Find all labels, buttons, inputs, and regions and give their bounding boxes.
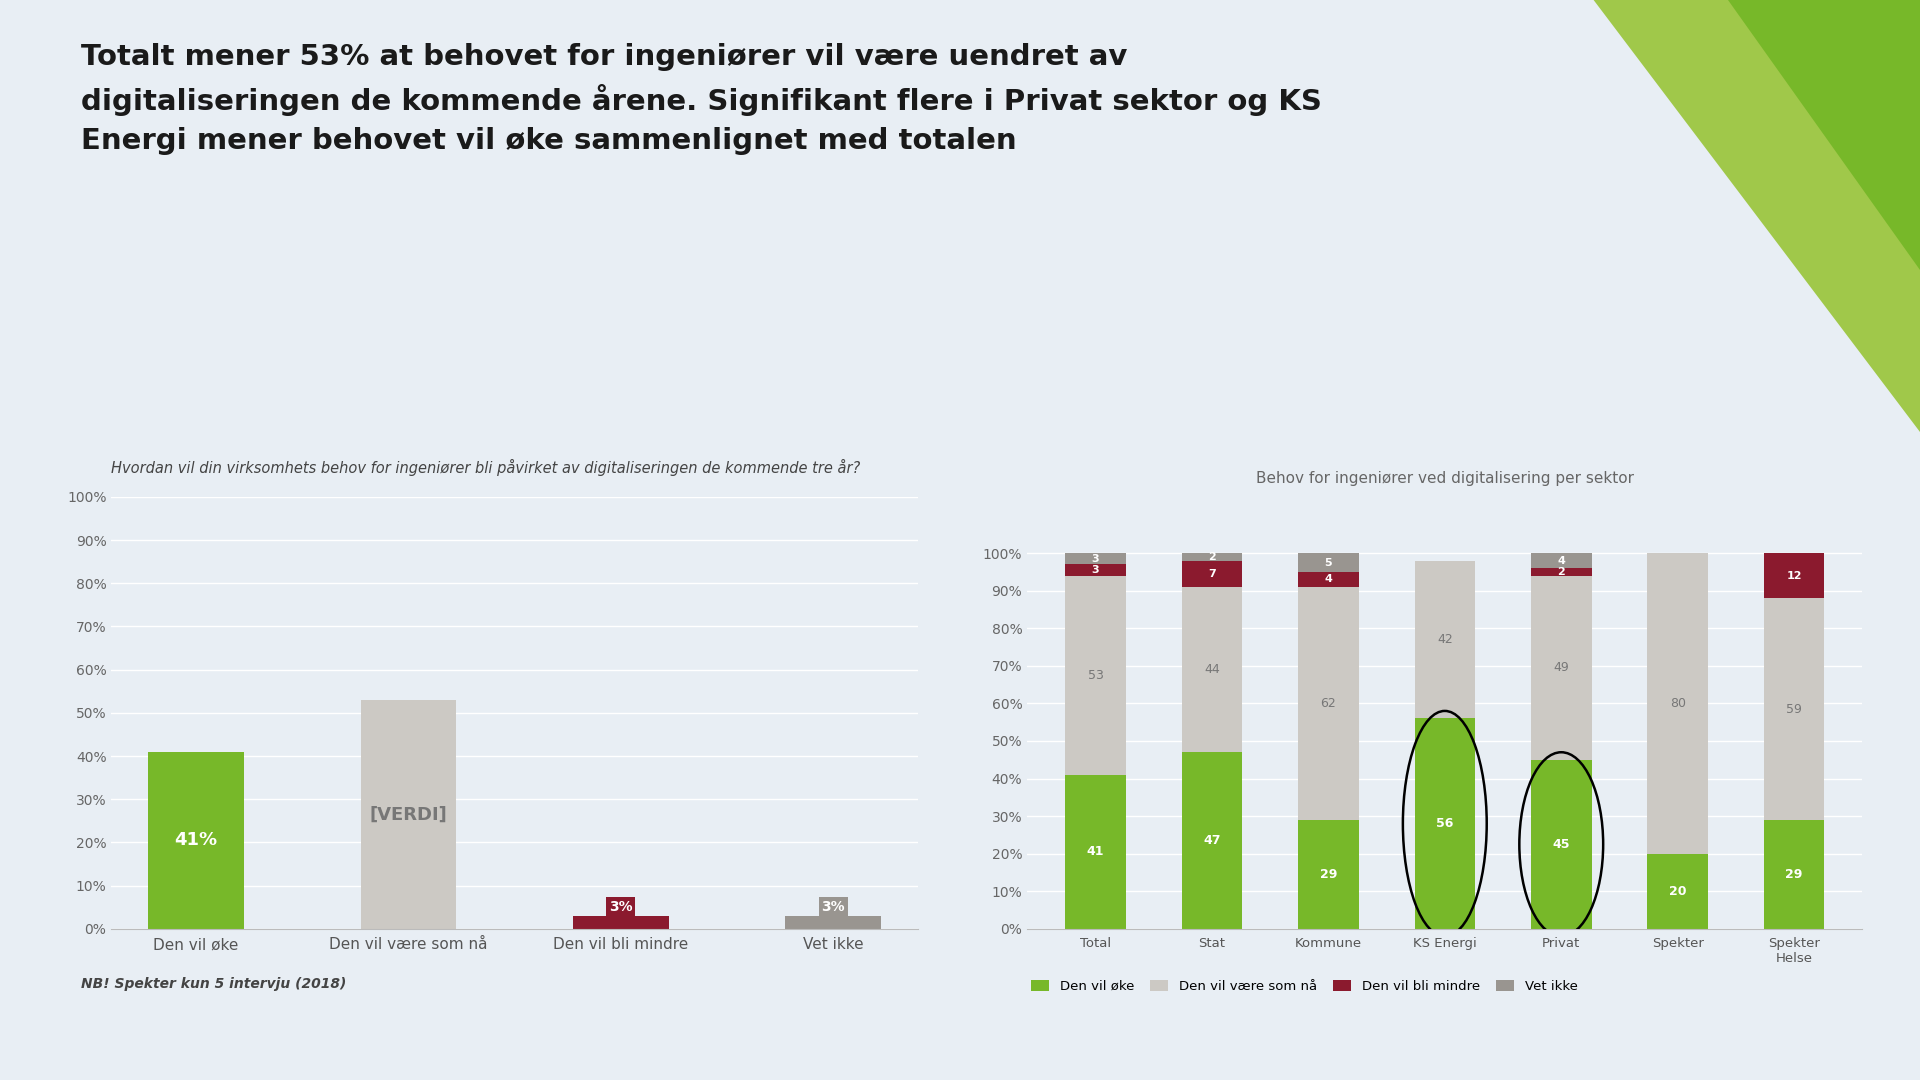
Text: 20: 20 [1668,885,1686,897]
Bar [1764,598,1824,820]
Bar [1530,553,1592,568]
Text: 45: 45 [1553,838,1571,851]
Text: 53: 53 [1087,669,1104,681]
Text: 47: 47 [1204,834,1221,847]
Bar [1298,553,1359,572]
Bar [1298,586,1359,820]
Text: 42: 42 [1436,633,1453,646]
Text: 59: 59 [1786,703,1803,716]
Text: 80: 80 [1670,697,1686,710]
Text: 3%: 3% [609,900,632,914]
Text: Totalt mener 53% at behovet for ingeniører vil være uendret av
digitaliseringen : Totalt mener 53% at behovet for ingeniør… [81,43,1321,156]
Text: 49: 49 [1553,661,1569,674]
Text: 4: 4 [1557,556,1565,566]
Text: Hvordan vil din virksomhets behov for ingeniører bli påvirket av digitaliseringe: Hvordan vil din virksomhets behov for in… [111,459,860,476]
Text: 3: 3 [1092,565,1100,575]
Bar [1647,553,1709,853]
Text: 12: 12 [1786,570,1801,581]
Text: 62: 62 [1321,697,1336,710]
Bar [148,752,244,929]
Bar [1415,718,1475,929]
Text: 41%: 41% [175,832,217,849]
Text: 56: 56 [1436,818,1453,831]
Bar [1415,561,1475,718]
Bar [1764,820,1824,929]
Text: 41: 41 [1087,846,1104,859]
Bar [1530,759,1592,929]
Bar [1764,553,1824,598]
Bar [1066,774,1125,929]
Bar [1066,576,1125,774]
Bar [1181,561,1242,586]
Bar [1181,753,1242,929]
Text: 29: 29 [1786,868,1803,881]
Text: 3: 3 [1092,554,1100,564]
Title: Behov for ingeniører ved digitalisering per sektor: Behov for ingeniører ved digitalisering … [1256,471,1634,486]
Text: 7: 7 [1208,569,1215,579]
Bar [361,700,457,929]
Text: 5: 5 [1325,557,1332,567]
Bar [1530,568,1592,576]
Bar [1298,572,1359,586]
Bar [1181,586,1242,753]
Bar [1066,565,1125,576]
Bar [1066,553,1125,565]
Text: 4: 4 [1325,575,1332,584]
Bar [785,916,881,929]
Bar [1298,820,1359,929]
Text: 3%: 3% [822,900,845,914]
Text: 29: 29 [1319,868,1336,881]
Text: 44: 44 [1204,663,1219,676]
Bar [1530,576,1592,759]
Text: 2: 2 [1557,567,1565,577]
Text: 2: 2 [1208,552,1215,562]
Legend: Den vil øke, Den vil være som nå, Den vil bli mindre, Vet ikke: Den vil øke, Den vil være som nå, Den vi… [1025,974,1584,998]
Bar [1181,553,1242,561]
Bar [572,916,668,929]
Text: [VERDI]: [VERDI] [369,806,447,823]
Text: NB! Spekter kun 5 intervju (2018): NB! Spekter kun 5 intervju (2018) [81,977,346,991]
Bar [1647,853,1709,929]
